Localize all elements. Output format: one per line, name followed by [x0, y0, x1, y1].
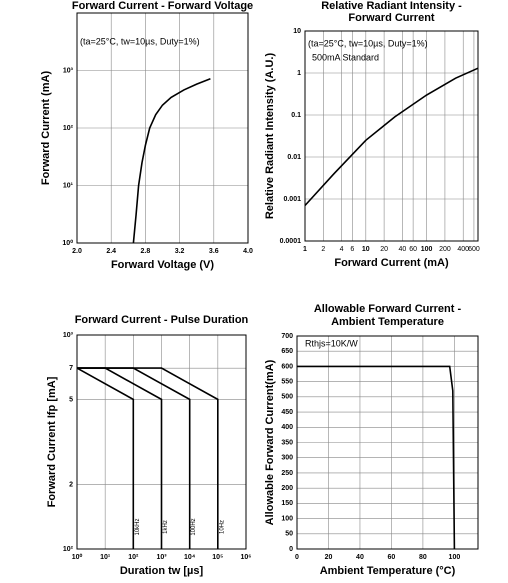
x-tick-label: 40 — [399, 246, 407, 253]
x-tick-label: 20 — [380, 246, 388, 253]
annotation: (ta=25°C, tw=10µs, Duty=1%) — [308, 38, 428, 48]
y-axis-label: Allowable Forward Current(mA) — [264, 359, 276, 525]
chart-title: Forward Current — [348, 12, 435, 24]
y-tick-label: 500 — [281, 394, 293, 401]
y-tick-label: 10 — [293, 28, 301, 35]
x-tick-label: 10¹ — [100, 554, 111, 561]
x-axis-label: Forward Current (mA) — [334, 257, 449, 269]
y-tick-label: 0 — [289, 546, 293, 553]
y-tick-label: 550 — [281, 378, 293, 385]
y-tick-label: 350 — [281, 439, 293, 446]
y-tick-label: 0.1 — [291, 112, 301, 119]
y-tick-label: 10³ — [63, 67, 74, 74]
x-axis-label: Forward Voltage (V) — [111, 259, 214, 271]
y-tick-label: 1 — [297, 70, 301, 77]
series-label: 10Hz — [219, 520, 225, 534]
y-tick-label: 100 — [281, 515, 293, 522]
annotation: (ta=25°C, tw=10µs, Duty=1%) — [80, 36, 200, 46]
x-tick-label: 1 — [303, 246, 307, 253]
x-tick-label: 4 — [340, 246, 344, 253]
x-tick-label: 6 — [350, 246, 354, 253]
chart-title: Forward Current - Pulse Duration — [75, 314, 249, 326]
x-tick-label: 4.0 — [243, 248, 253, 255]
x-tick-label: 10⁴ — [184, 554, 196, 561]
y-tick-label: 600 — [281, 363, 293, 370]
x-tick-label: 10⁶ — [240, 554, 251, 561]
x-tick-label: 10² — [128, 554, 139, 561]
x-tick-label: 2.8 — [141, 248, 151, 255]
y-tick-label: 5 — [69, 396, 73, 403]
y-tick-label: 700 — [281, 333, 293, 340]
data-line — [297, 365, 456, 550]
x-tick-label: 10 — [362, 246, 370, 253]
data-line — [304, 67, 479, 207]
y-axis-label: Relative Radiant Intensity (A.U.) — [264, 53, 276, 220]
plot-frame — [76, 12, 249, 244]
x-tick-label: 20 — [325, 554, 333, 561]
series-label: 1kHz — [163, 520, 169, 534]
plot-frame — [304, 30, 479, 242]
y-tick-label: 10¹ — [63, 182, 74, 189]
series-label: 100Hz — [191, 518, 197, 535]
data-line — [132, 77, 211, 244]
y-axis-label: Forward Current (mA) — [40, 71, 52, 186]
y-tick-label: 0.01 — [287, 154, 301, 161]
y-tick-label: 450 — [281, 409, 293, 416]
x-tick-label: 2 — [321, 246, 325, 253]
x-tick-label: 100 — [449, 554, 461, 561]
y-tick-label: 0.001 — [283, 196, 301, 203]
series-label: 10kHz — [135, 518, 141, 535]
y-tick-label: 50 — [285, 531, 293, 538]
chart-title: Relative Radiant Intensity - — [321, 0, 462, 12]
x-tick-label: 200 — [439, 246, 451, 253]
y-tick-label: 0.0001 — [280, 238, 302, 245]
y-tick-label: 150 — [281, 500, 293, 507]
x-tick-label: 0 — [295, 554, 299, 561]
y-tick-label: 10² — [63, 546, 74, 553]
y-tick-label: 10³ — [63, 332, 74, 339]
x-axis-label: Ambient Temperature (°C) — [320, 565, 456, 577]
x-tick-label: 60 — [409, 246, 417, 253]
x-tick-label: 60 — [388, 554, 396, 561]
y-tick-label: 200 — [281, 485, 293, 492]
data-line — [77, 367, 219, 549]
x-tick-label: 2.0 — [72, 248, 82, 255]
x-axis-label: Duration tw [µs] — [120, 565, 204, 577]
chart-title: Allowable Forward Current - — [314, 303, 462, 315]
y-tick-label: 10⁰ — [62, 239, 73, 247]
data-line — [76, 367, 135, 549]
y-tick-label: 7 — [69, 365, 73, 372]
y-tick-label: 300 — [281, 455, 293, 462]
x-tick-label: 10⁵ — [212, 554, 223, 561]
y-tick-label: 2 — [69, 481, 73, 488]
x-tick-label: 100 — [421, 246, 433, 253]
x-tick-label: 600 — [468, 246, 480, 253]
chart-title: Ambient Temperature — [331, 316, 444, 328]
y-tick-label: 400 — [281, 424, 293, 431]
x-tick-label: 3.6 — [209, 248, 219, 255]
x-tick-label: 80 — [419, 554, 427, 561]
x-tick-label: 2.4 — [106, 248, 116, 255]
x-tick-label: 400 — [457, 246, 469, 253]
plot-frame — [296, 335, 479, 550]
y-tick-label: 650 — [281, 348, 293, 355]
x-tick-label: 10³ — [156, 554, 167, 561]
data-line — [77, 367, 163, 549]
y-axis-label: Forward Current Ifp [mA] — [46, 376, 58, 507]
annotation: Rthjs=10K/W — [305, 338, 358, 348]
y-tick-label: 250 — [281, 470, 293, 477]
chart-title: Forward Current - Forward Voltage — [72, 0, 253, 12]
x-tick-label: 40 — [356, 554, 364, 561]
y-tick-label: 10² — [63, 125, 74, 132]
x-tick-label: 10⁰ — [72, 553, 83, 561]
x-tick-label: 3.2 — [175, 248, 185, 255]
annotation: 500mA Standard — [312, 52, 379, 62]
